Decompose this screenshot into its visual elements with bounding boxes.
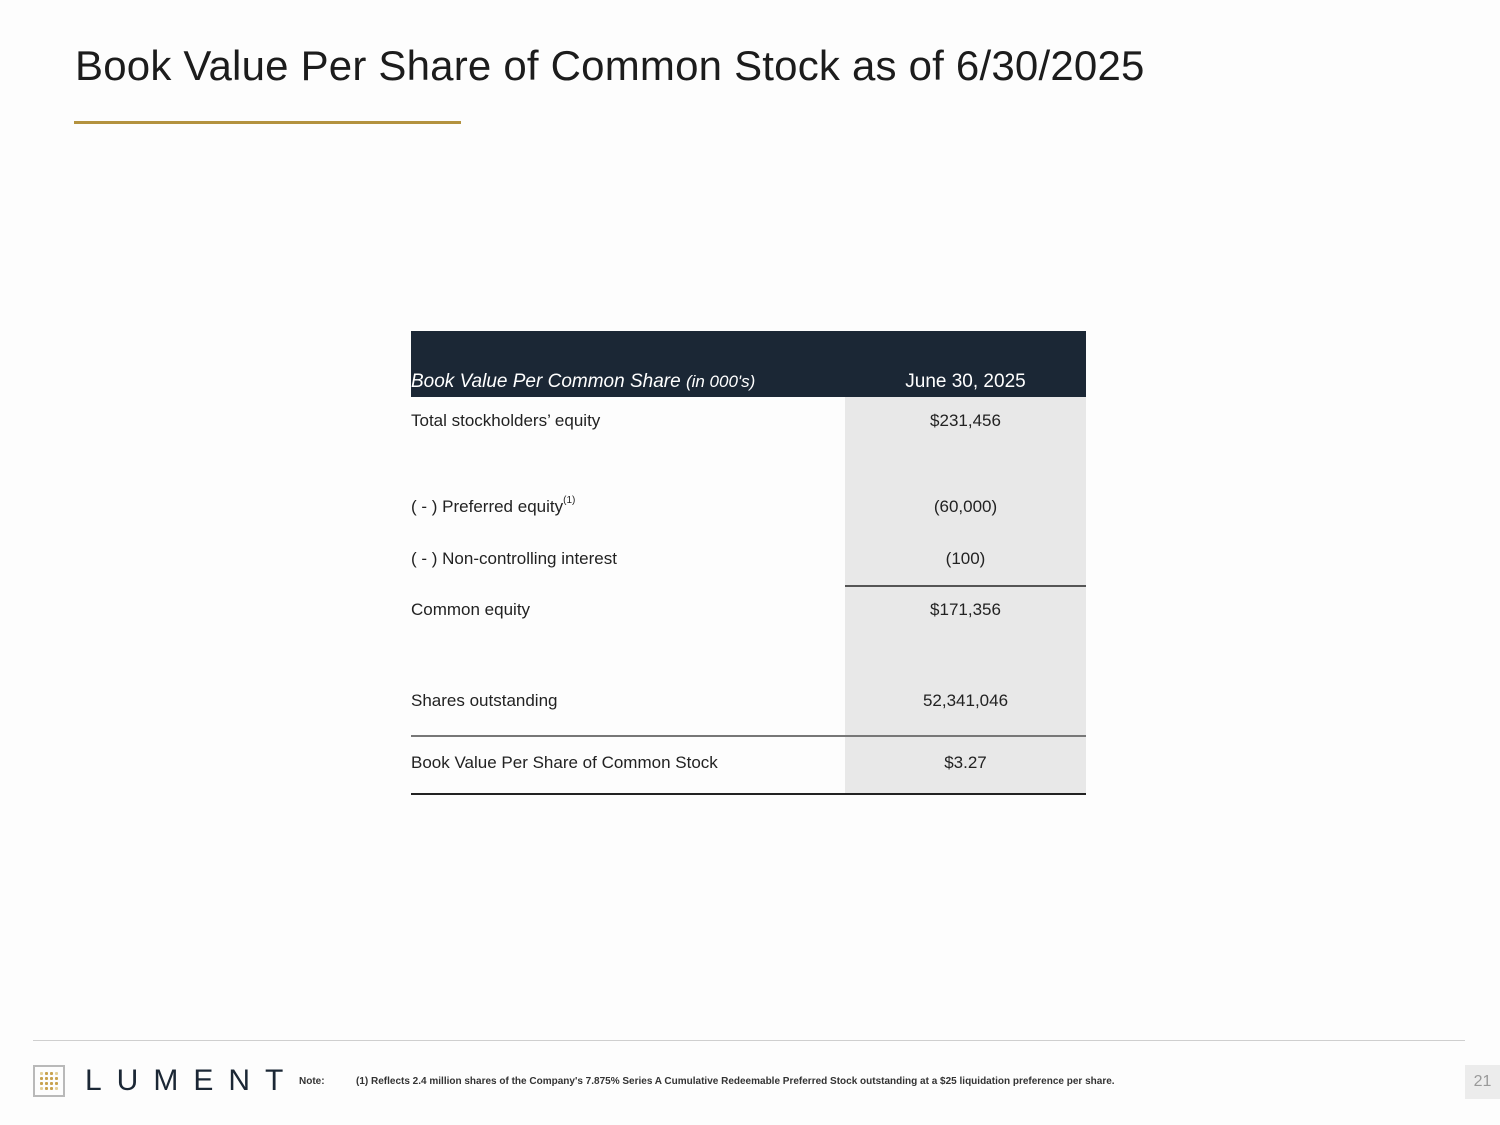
row-label: Shares outstanding [411, 691, 558, 710]
row-value: (60,000) [845, 483, 1086, 535]
footer-divider [33, 1040, 1465, 1041]
header-date: June 30, 2025 [905, 371, 1026, 392]
table-row: Total stockholders’ equity $231,456 [411, 397, 1086, 483]
footnote-marker: (1) [563, 495, 576, 506]
footnote-label: Note: [299, 1076, 325, 1087]
lument-logo-icon [33, 1065, 65, 1097]
row-value: (100) [845, 535, 1086, 587]
row-value: $231,456 [845, 397, 1086, 483]
row-value: $171,356 [845, 587, 1086, 679]
title-underline [74, 121, 461, 124]
header-label-text: Book Value Per Common Share [411, 371, 681, 392]
row-label: Book Value Per Share of Common Stock [411, 753, 718, 772]
book-value-table: Book Value Per Common Share (in 000's) J… [411, 331, 1086, 795]
header-label: Book Value Per Common Share (in 000's) [411, 371, 845, 397]
row-label: Total stockholders’ equity [411, 411, 601, 430]
table-row: Book Value Per Share of Common Stock $3.… [411, 737, 1086, 795]
table-row: Common equity $171,356 [411, 587, 1086, 679]
table-row: ( - ) Non-controlling interest (100) [411, 535, 1086, 587]
footnote-text: (1) Reflects 2.4 million shares of the C… [356, 1076, 1115, 1087]
header-sublabel: (in 000's) [685, 372, 756, 391]
table-header: Book Value Per Common Share (in 000's) J… [411, 331, 1086, 397]
table-row: Shares outstanding 52,341,046 [411, 679, 1086, 737]
row-label: Common equity [411, 600, 531, 619]
logo-wordmark: LUMENT [85, 1064, 299, 1097]
row-value: $3.27 [845, 737, 1086, 793]
row-value: 52,341,046 [845, 679, 1086, 735]
row-label: ( - ) Preferred equity(1) [411, 483, 845, 535]
row-label: ( - ) Non-controlling interest [411, 535, 845, 587]
row-label-text: ( - ) Preferred equity [411, 497, 564, 516]
page-title: Book Value Per Share of Common Stock as … [75, 42, 1145, 89]
table-row: ( - ) Preferred equity(1) (60,000) [411, 483, 1086, 535]
page-number: 21 [1465, 1065, 1500, 1099]
